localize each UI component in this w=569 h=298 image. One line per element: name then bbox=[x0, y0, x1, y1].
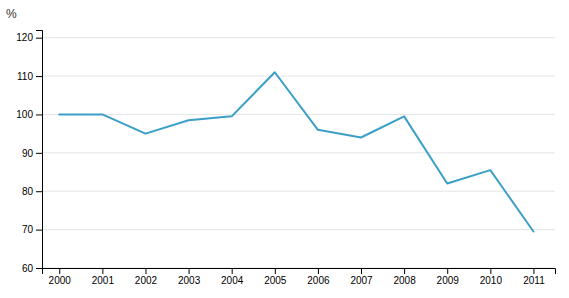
x-tick-label: 2002 bbox=[135, 275, 158, 286]
x-tick-label: 2006 bbox=[307, 275, 330, 286]
x-tick: 2010 bbox=[480, 268, 503, 286]
y-tick-mark bbox=[36, 114, 42, 115]
y-tick-mark bbox=[36, 268, 42, 269]
x-tick-label: 2005 bbox=[264, 275, 287, 286]
x-tick-label: 2003 bbox=[178, 275, 201, 286]
x-tick: 2001 bbox=[92, 268, 115, 286]
grid-line bbox=[42, 191, 555, 192]
x-tick: 2004 bbox=[221, 268, 244, 286]
x-tick-label: 2000 bbox=[49, 275, 72, 286]
y-axis-line bbox=[36, 31, 43, 269]
x-tick-label: 2004 bbox=[221, 275, 244, 286]
x-axis: 2000 2001 2002 2003 2004 2005 2006 2007 2008 2009… bbox=[43, 268, 556, 286]
x-tick-label: 2011 bbox=[523, 275, 545, 286]
x-tick: 2008 bbox=[393, 268, 416, 286]
grid bbox=[42, 38, 555, 268]
x-tick: 2011 bbox=[523, 268, 545, 286]
line bbox=[59, 72, 533, 231]
marks bbox=[59, 72, 533, 231]
x-tick: 2005 bbox=[264, 268, 287, 286]
chart: 2000 2001 2002 2003 2004 2005 2006 2007 2008 2009… bbox=[0, 0, 569, 298]
x-axis-line bbox=[43, 269, 556, 275]
grid-line bbox=[42, 76, 555, 77]
x-tick-label: 2009 bbox=[437, 275, 460, 286]
y-tick-mark bbox=[36, 76, 42, 77]
y-axis: 60 70 80 90 100 110 120 bbox=[16, 31, 42, 274]
grid-line bbox=[42, 114, 555, 115]
y-tick-mark bbox=[36, 153, 42, 154]
y-tick-label: 110 bbox=[17, 71, 33, 82]
y-tick-label: 120 bbox=[16, 32, 33, 43]
y-tick: 80 bbox=[22, 186, 42, 197]
grid-line bbox=[42, 229, 555, 230]
y-tick-label: 100 bbox=[16, 109, 33, 120]
x-tick-label: 2007 bbox=[350, 275, 373, 286]
grid-line bbox=[42, 152, 555, 153]
x-tick-mark bbox=[533, 268, 534, 274]
y-tick-label: 60 bbox=[22, 263, 34, 274]
plot: 2000 2001 2002 2003 2004 2005 2006 2007 2008 2009… bbox=[16, 31, 555, 287]
x-tick-mark bbox=[361, 268, 362, 274]
y-tick: 120 bbox=[16, 32, 42, 43]
x-tick-label: 2008 bbox=[393, 275, 416, 286]
x-tick-mark bbox=[145, 268, 146, 274]
y-tick-mark bbox=[36, 38, 42, 39]
x-tick-mark bbox=[232, 268, 233, 274]
x-tick-mark bbox=[275, 268, 276, 274]
x-tick-mark bbox=[318, 268, 319, 274]
x-tick-mark bbox=[447, 268, 448, 274]
x-tick-mark bbox=[490, 268, 491, 274]
y-tick: 60 bbox=[22, 263, 42, 274]
grid-line bbox=[42, 37, 555, 38]
x-tick-label: 2001 bbox=[92, 275, 115, 286]
x-tick: 2006 bbox=[307, 268, 330, 286]
x-tick: 2003 bbox=[178, 268, 201, 286]
y-tick-label: 70 bbox=[22, 224, 34, 235]
x-tick: 2009 bbox=[437, 268, 460, 286]
y-tick: 90 bbox=[22, 148, 42, 159]
y-tick: 100 bbox=[16, 109, 42, 120]
x-tick-label: 2010 bbox=[480, 275, 503, 286]
y-tick-mark bbox=[36, 230, 42, 231]
x-tick: 2002 bbox=[135, 268, 158, 286]
x-tick-mark bbox=[189, 268, 190, 274]
y-tick: 70 bbox=[22, 224, 42, 235]
y-tick: 110 bbox=[17, 71, 42, 82]
x-tick-mark bbox=[404, 268, 405, 274]
x-tick: 2000 bbox=[49, 268, 72, 286]
x-tick: 2007 bbox=[350, 268, 373, 286]
y-tick-label: 80 bbox=[22, 186, 34, 197]
x-tick-mark bbox=[59, 268, 60, 274]
y-tick-mark bbox=[36, 191, 42, 192]
x-tick-mark bbox=[102, 268, 103, 274]
y-axis-label: % bbox=[6, 7, 17, 21]
y-tick-label: 90 bbox=[22, 148, 34, 159]
